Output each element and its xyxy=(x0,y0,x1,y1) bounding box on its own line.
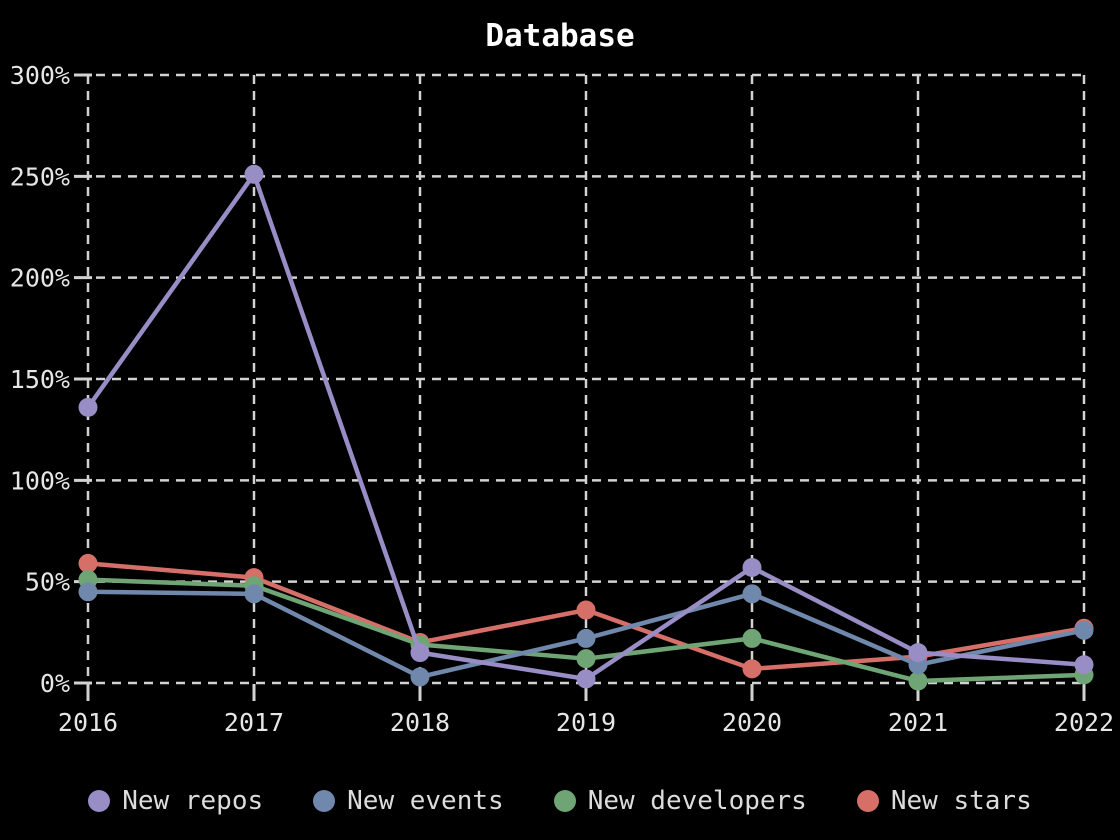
data-point-marker xyxy=(908,643,928,663)
legend-item-new-repos[interactable]: New repos xyxy=(88,786,263,816)
data-point-marker xyxy=(576,628,596,648)
data-point-marker xyxy=(410,667,430,687)
y-axis-tick-label: 300% xyxy=(10,61,70,90)
data-point-marker xyxy=(576,649,596,669)
x-axis-tick-label: 2019 xyxy=(556,708,616,737)
data-point-marker xyxy=(742,584,762,604)
data-point-marker xyxy=(78,397,98,417)
y-axis-tick-label: 200% xyxy=(10,264,70,293)
data-point-marker xyxy=(244,584,264,604)
legend-swatch-icon xyxy=(313,790,336,812)
y-axis-tick-label: 100% xyxy=(10,466,70,495)
legend-swatch-icon xyxy=(88,790,111,812)
legend-swatch-icon xyxy=(856,790,879,812)
data-point-marker xyxy=(1074,655,1094,675)
legend-label: New developers xyxy=(587,786,807,816)
data-point-marker xyxy=(78,553,98,573)
y-axis-tick-label: 250% xyxy=(10,162,70,191)
y-axis-tick-label: 50% xyxy=(25,568,70,597)
legend-label: New stars xyxy=(890,786,1032,816)
legend-label: New repos xyxy=(122,786,264,816)
legend-item-new-events[interactable]: New events xyxy=(313,786,504,816)
line-chart: 0% 50% 100% 150% 200% 250% 300% 2016 2017 2018 201… xyxy=(10,61,1114,737)
data-point-marker xyxy=(78,582,98,602)
chart-legend: New repos New events New developers New … xyxy=(0,786,1120,816)
legend-item-new-developers[interactable]: New developers xyxy=(553,786,807,816)
data-point-marker xyxy=(410,643,430,663)
data-point-marker xyxy=(742,659,762,679)
data-point-marker xyxy=(576,669,596,689)
y-axis-tick-label: 0% xyxy=(40,669,70,698)
data-point-marker xyxy=(742,557,762,577)
legend-swatch-icon xyxy=(553,790,576,812)
legend-item-new-stars[interactable]: New stars xyxy=(856,786,1032,816)
x-axis-tick-label: 2017 xyxy=(224,708,284,737)
y-axis-tick-label: 150% xyxy=(10,365,70,394)
legend-label: New events xyxy=(347,786,504,816)
x-axis-tick-label: 2022 xyxy=(1054,708,1114,737)
data-point-marker xyxy=(1074,620,1094,640)
x-axis-tick-label: 2020 xyxy=(722,708,782,737)
x-axis-tick-label: 2018 xyxy=(390,708,450,737)
data-point-marker xyxy=(742,628,762,648)
chart-title: Database xyxy=(485,18,635,54)
data-point-marker xyxy=(576,600,596,620)
x-axis-tick-label: 2016 xyxy=(58,708,118,737)
data-point-marker xyxy=(908,671,928,691)
data-point-marker xyxy=(244,164,264,184)
x-axis-tick-label: 2021 xyxy=(888,708,948,737)
